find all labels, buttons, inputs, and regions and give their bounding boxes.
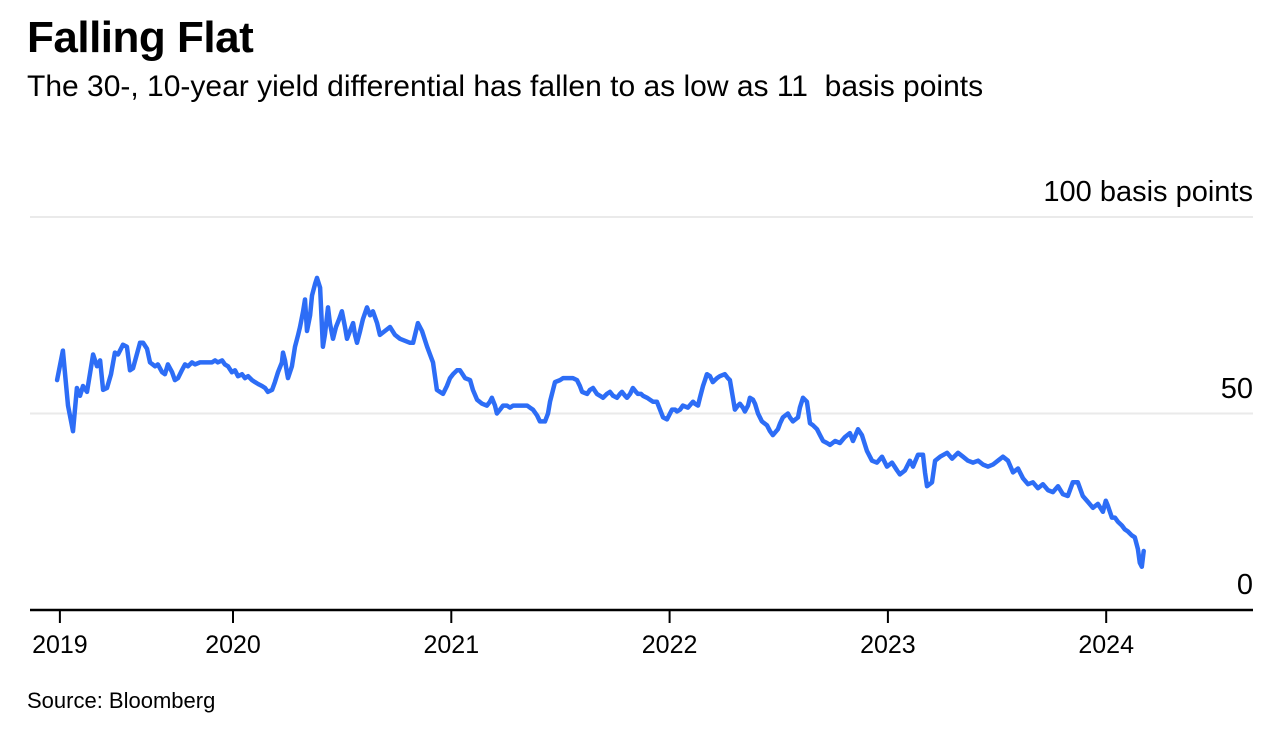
- x-axis-label-2023: 2023: [860, 631, 916, 659]
- x-axis-label-2021: 2021: [423, 631, 480, 659]
- chart-subtitle: The 30-, 10-year yield differential has …: [27, 70, 984, 103]
- x-axis-ticks: [58, 610, 1108, 623]
- y-axis-label-50: 50: [1220, 372, 1253, 405]
- x-axis-label-2019: 2019: [32, 631, 88, 659]
- x-axis-label-2022: 2022: [641, 631, 698, 659]
- yield-differential-line: [54, 275, 1146, 570]
- gridlines: [30, 216, 1253, 415]
- x-axis-label-2024: 2024: [1078, 631, 1134, 659]
- y-axis-label-0: 0: [1236, 569, 1253, 601]
- chart-title: Falling Flat: [27, 13, 254, 62]
- x-axis-label-2020: 2020: [205, 631, 261, 659]
- source-note: Source: Bloomberg: [27, 688, 216, 713]
- y-axis-label-100-basis-points: 100 basis points: [1043, 176, 1253, 208]
